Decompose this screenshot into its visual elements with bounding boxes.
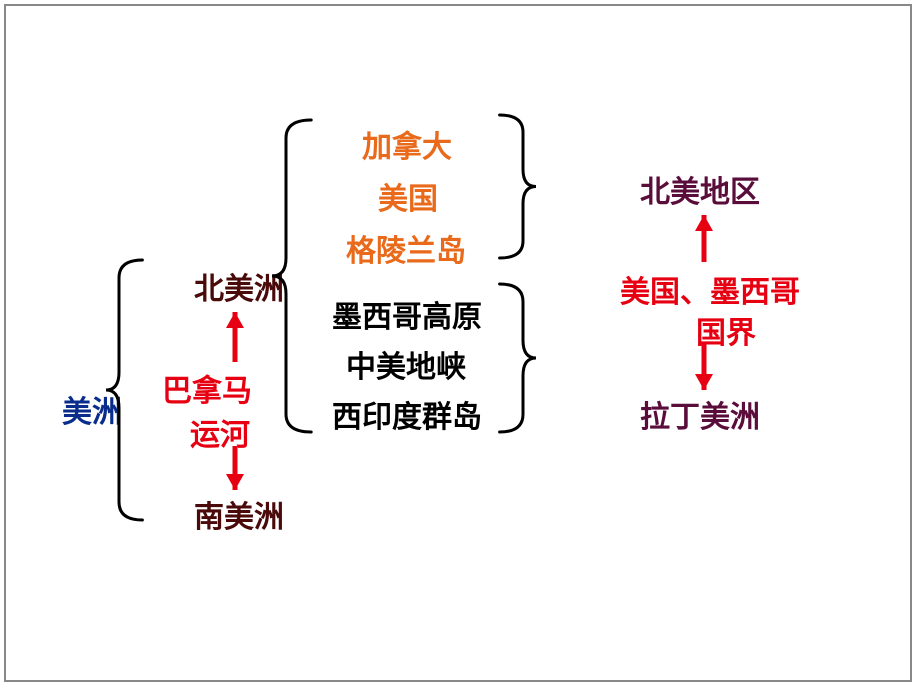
brace-left-2 bbox=[272, 120, 311, 432]
brace-right-2 bbox=[500, 284, 536, 432]
arrow-down-border bbox=[695, 344, 713, 390]
arrow-up-border bbox=[695, 215, 713, 262]
arrow-down-panama bbox=[226, 446, 244, 490]
diagram-overlay bbox=[0, 0, 920, 690]
arrow-up-panama bbox=[226, 312, 244, 362]
brace-right-1 bbox=[500, 115, 536, 258]
brace-left-1 bbox=[106, 260, 142, 520]
